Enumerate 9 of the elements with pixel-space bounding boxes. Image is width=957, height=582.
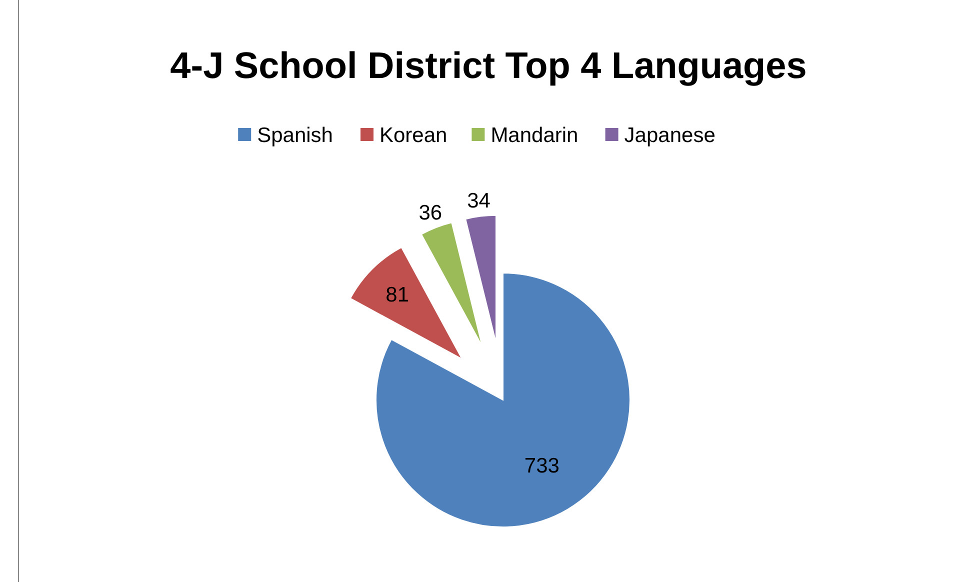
data-label: 36	[418, 202, 442, 225]
legend-label: Japanese	[624, 124, 716, 147]
chart-title: 4-J School District Top 4 Languages	[170, 45, 807, 86]
data-label: 34	[467, 189, 491, 212]
legend-label: Spanish	[257, 124, 333, 147]
data-label: 81	[386, 283, 410, 306]
legend-label: Mandarin	[490, 124, 578, 147]
data-label: 733	[524, 454, 560, 478]
legend-label: Korean	[380, 124, 448, 147]
